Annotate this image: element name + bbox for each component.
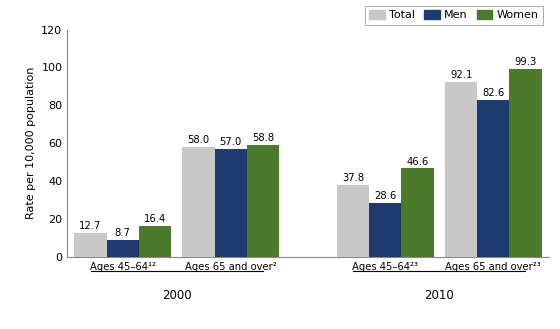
Text: 99.3: 99.3 bbox=[514, 57, 536, 67]
Text: 8.7: 8.7 bbox=[115, 228, 130, 238]
Bar bbox=[445, 82, 477, 257]
Text: 58.0: 58.0 bbox=[188, 135, 209, 145]
Text: 37.8: 37.8 bbox=[342, 173, 365, 183]
Text: 58.8: 58.8 bbox=[251, 134, 274, 143]
Text: 28.6: 28.6 bbox=[374, 190, 396, 201]
Bar bbox=[183, 147, 214, 257]
Text: 57.0: 57.0 bbox=[220, 137, 242, 147]
Bar bbox=[74, 233, 106, 257]
Bar bbox=[337, 185, 369, 257]
Bar bbox=[402, 168, 433, 257]
Text: 2000: 2000 bbox=[162, 289, 192, 302]
Bar bbox=[477, 100, 510, 257]
Y-axis label: Rate per 10,000 population: Rate per 10,000 population bbox=[26, 67, 36, 219]
Text: 46.6: 46.6 bbox=[407, 157, 428, 166]
Bar bbox=[510, 69, 542, 257]
Bar bbox=[247, 145, 279, 257]
Text: 92.1: 92.1 bbox=[450, 70, 473, 81]
Legend: Total, Men, Women: Total, Men, Women bbox=[365, 6, 543, 25]
Bar bbox=[106, 240, 139, 257]
Text: 82.6: 82.6 bbox=[482, 89, 505, 98]
Bar bbox=[139, 226, 171, 257]
Bar bbox=[214, 149, 247, 257]
Text: 12.7: 12.7 bbox=[80, 221, 102, 231]
Text: 16.4: 16.4 bbox=[143, 214, 166, 224]
Bar bbox=[369, 203, 402, 257]
Text: 2010: 2010 bbox=[424, 289, 454, 302]
